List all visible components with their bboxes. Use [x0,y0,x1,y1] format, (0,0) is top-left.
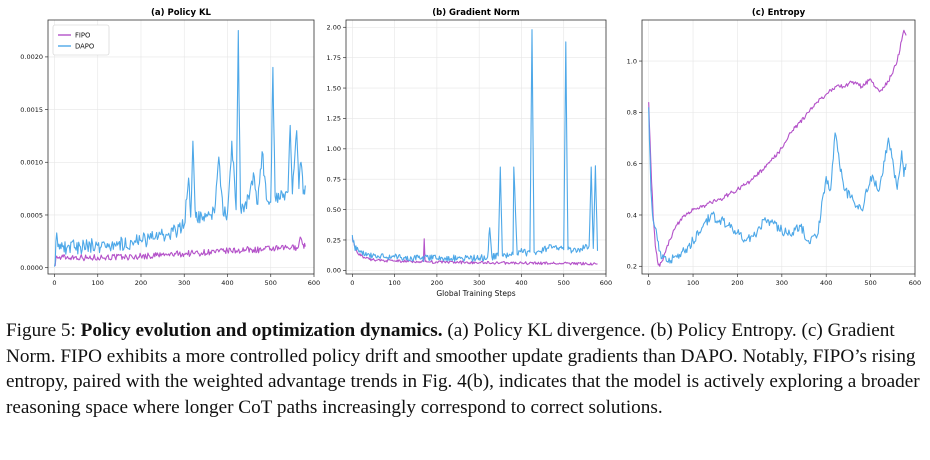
x-tick-label-a: 300 [178,279,190,287]
series-line-fipo-b [351,237,598,266]
y-tick-label-b: 0.25 [327,236,341,244]
legend-box [52,24,110,56]
x-tick-label-c: 0 [647,279,651,287]
series-line-dapo-c [648,107,907,264]
y-tick-label-a: 0.0010 [20,159,43,167]
y-tick-label-c: 1.0 [627,57,637,65]
series-line-fipo-c [648,29,907,267]
y-tick-label-b: 1.25 [327,115,341,123]
caption-label: Figure 5: [6,320,76,341]
x-tick-label-b: 300 [473,279,485,287]
y-tick-label-b: 0.75 [327,176,341,184]
x-tick-label-b: 100 [388,279,400,287]
x-tick-label-c: 600 [909,279,921,287]
figure-caption: Figure 5: Policy evolution and optimizat… [6,318,924,420]
x-axis-label-b: Global Training Steps [436,289,515,298]
x-tick-label-a: 400 [221,279,233,287]
y-tick-label-b: 1.00 [327,145,341,153]
x-tick-label-a: 500 [265,279,277,287]
y-tick-label-c: 0.6 [627,160,637,168]
x-tick-label-b: 400 [515,279,527,287]
y-tick-label-a: 0.0015 [20,106,43,114]
x-tick-label-a: 200 [135,279,147,287]
y-tick-label-a: 0.0000 [20,264,43,272]
x-tick-label-b: 600 [600,279,612,287]
y-tick-label-c: 0.4 [627,211,637,219]
y-tick-label-a: 0.0005 [20,211,43,219]
x-tick-label-b: 500 [558,279,570,287]
y-tick-label-a: 0.0020 [20,53,43,61]
y-tick-label-c: 0.2 [627,263,637,271]
x-tick-label-c: 100 [687,279,699,287]
series-line-dapo-b [351,29,599,262]
x-tick-label-a: 600 [308,279,320,287]
panel-title-a: (a) Policy KL [151,8,211,18]
panel-title-b: (b) Gradient Norm [432,8,520,18]
x-tick-label-c: 400 [820,279,832,287]
plot-frame-a [47,19,315,275]
y-tick-label-b: 0.50 [327,206,341,214]
legend-label-fipo: FIPO [75,31,90,39]
x-tick-label-c: 500 [864,279,876,287]
x-tick-label-c: 200 [731,279,743,287]
x-tick-label-a: 0 [52,279,56,287]
x-tick-label-a: 100 [92,279,104,287]
caption-body: (a) Policy KL divergence. (b) Policy Ent… [6,320,920,418]
plot-frame-b [345,19,607,275]
y-tick-label-b: 1.50 [327,84,341,92]
y-tick-label-b: 2.00 [327,24,341,32]
legend-label-dapo: DAPO [75,42,94,50]
panel-title-c: (c) Entropy [752,8,806,18]
x-tick-label-b: 200 [431,279,443,287]
caption-title: Policy evolution and optimization dynami… [80,320,443,341]
x-tick-label-b: 0 [350,279,354,287]
y-tick-label-c: 0.8 [627,109,637,117]
y-tick-label-b: 0.00 [327,267,341,275]
x-tick-label-c: 300 [776,279,788,287]
series-line-fipo-a [54,236,306,267]
figure-canvas: 0 100 200 300 400 500 6000.00000.00050.00100.0… [20,8,921,298]
plot-frame-c [641,19,916,275]
series-line-dapo-a [53,29,306,267]
y-tick-label-b: 1.75 [327,54,341,62]
